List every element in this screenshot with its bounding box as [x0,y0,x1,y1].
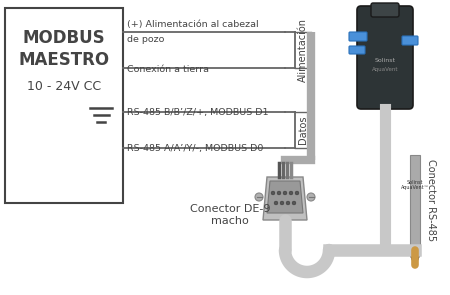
FancyBboxPatch shape [371,3,399,17]
Text: Solinst
AquaVent™: Solinst AquaVent™ [401,180,429,190]
Circle shape [295,191,299,195]
Text: MODBUS: MODBUS [22,29,105,47]
FancyBboxPatch shape [349,46,365,54]
Text: Solinst: Solinst [374,58,396,63]
Text: Conector RS-485: Conector RS-485 [426,159,436,241]
Circle shape [307,193,315,201]
Text: 10 - 24V CC: 10 - 24V CC [27,79,101,93]
Circle shape [289,191,293,195]
Bar [5,8,123,203]
Text: RS-485 B/B’/Z/+, MODBUS D1: RS-485 B/B’/Z/+, MODBUS D1 [127,109,269,117]
Circle shape [286,201,290,205]
Circle shape [292,201,296,205]
FancyBboxPatch shape [357,6,413,109]
Text: MAESTRO: MAESTRO [18,51,109,69]
Text: (+) Alimentación al cabezal: (+) Alimentación al cabezal [127,19,259,29]
Polygon shape [267,181,303,213]
FancyBboxPatch shape [349,32,367,41]
Polygon shape [410,255,420,267]
Text: AquaVent: AquaVent [372,66,398,71]
Text: Conector DE-9
macho: Conector DE-9 macho [190,204,270,226]
Circle shape [255,193,263,201]
Circle shape [280,201,284,205]
Text: RS-485 A/A’/Y/-, MODBUS D0: RS-485 A/A’/Y/-, MODBUS D0 [127,145,263,153]
Bar [410,155,420,255]
FancyBboxPatch shape [402,36,418,45]
Text: de pozo: de pozo [127,35,164,45]
Polygon shape [263,177,307,220]
Text: Conexión a tierra: Conexión a tierra [127,65,209,73]
Circle shape [271,191,275,195]
Text: Datos: Datos [298,116,308,144]
Circle shape [274,201,278,205]
Circle shape [277,191,281,195]
Circle shape [283,191,287,195]
Text: Alimentación: Alimentación [298,18,308,82]
